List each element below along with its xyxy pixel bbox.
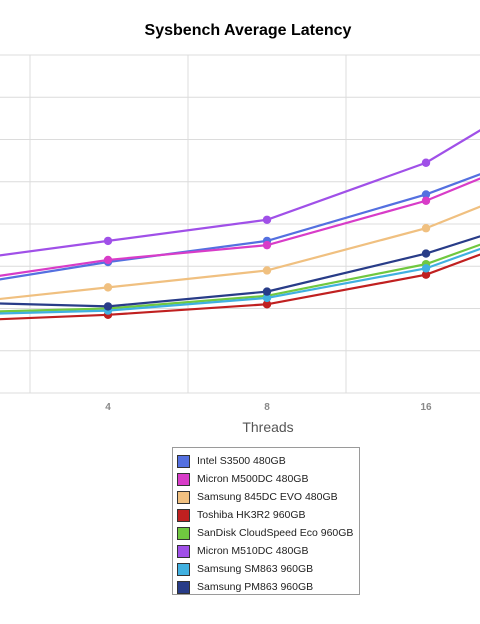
data-point: [421, 264, 431, 273]
data-point: [262, 266, 272, 275]
legend-item[interactable]: Micron M510DC 480GB: [177, 542, 353, 560]
legend-label: Micron M510DC 480GB: [197, 545, 309, 557]
legend-swatch: [177, 508, 190, 522]
legend-label: Toshiba HK3R2 960GB: [197, 509, 306, 521]
legend-label: SanDisk CloudSpeed Eco 960GB: [197, 527, 354, 539]
legend-item[interactable]: Intel S3500 480GB: [177, 452, 353, 470]
legend-swatch: [177, 544, 190, 558]
legend-label: Samsung 845DC EVO 480GB: [197, 491, 338, 503]
series-group: [0, 205, 480, 301]
data-point: [421, 249, 431, 258]
series-group: [0, 247, 480, 315]
data-point: [421, 190, 431, 199]
chart-legend: Intel S3500 480GB Micron M500DC 480GB Sams…: [172, 447, 360, 595]
series-line: [0, 247, 480, 315]
legend-item[interactable]: Toshiba HK3R2 960GB: [177, 506, 353, 524]
data-point: [262, 287, 272, 296]
x-tick-label: 16: [420, 402, 432, 413]
data-point: [262, 240, 272, 250]
series-line: [0, 205, 480, 301]
x-axis-label: Threads: [242, 419, 293, 435]
data-point: [421, 270, 431, 279]
data-point: [421, 158, 431, 167]
data-point: [262, 293, 272, 303]
legend-swatch: [177, 490, 190, 504]
data-point: [103, 255, 113, 265]
legend-swatch: [177, 526, 190, 540]
legend-swatch: [177, 454, 190, 468]
series-group: [0, 129, 480, 257]
legend-item[interactable]: SanDisk CloudSpeed Eco 960GB: [177, 524, 353, 542]
data-point: [103, 236, 113, 246]
legend-swatch: [177, 580, 190, 594]
legend-swatch: [177, 472, 190, 486]
x-tick-labels: 4 8 16: [105, 402, 432, 413]
data-point: [262, 300, 272, 309]
data-point: [103, 302, 113, 311]
legend-label: Samsung SM863 960GB: [197, 563, 314, 575]
legend-item[interactable]: Samsung SM863 960GB: [177, 560, 353, 578]
legend-label: Intel S3500 480GB: [197, 455, 286, 467]
legend-label: Micron M500DC 480GB: [197, 473, 309, 485]
series-group: [0, 177, 480, 277]
legend-item[interactable]: Samsung 845DC EVO 480GB: [177, 488, 353, 506]
data-point: [103, 283, 113, 292]
legend-item[interactable]: Micron M500DC 480GB: [177, 470, 353, 488]
data-point: [262, 215, 272, 224]
data-point: [421, 196, 431, 205]
chart-title: Sysbench Average Latency: [145, 22, 352, 39]
series-group: [0, 235, 480, 311]
legend-label: Samsung PM863 960GB: [197, 581, 314, 593]
data-point: [421, 224, 431, 233]
grid-lines: [0, 54, 480, 394]
x-tick-label: 4: [105, 402, 111, 413]
legend-swatch: [177, 562, 190, 576]
legend-item[interactable]: Samsung PM863 960GB: [177, 578, 353, 596]
series-line: [0, 177, 480, 277]
series-layer: [0, 129, 480, 321]
x-tick-label: 8: [264, 402, 270, 413]
